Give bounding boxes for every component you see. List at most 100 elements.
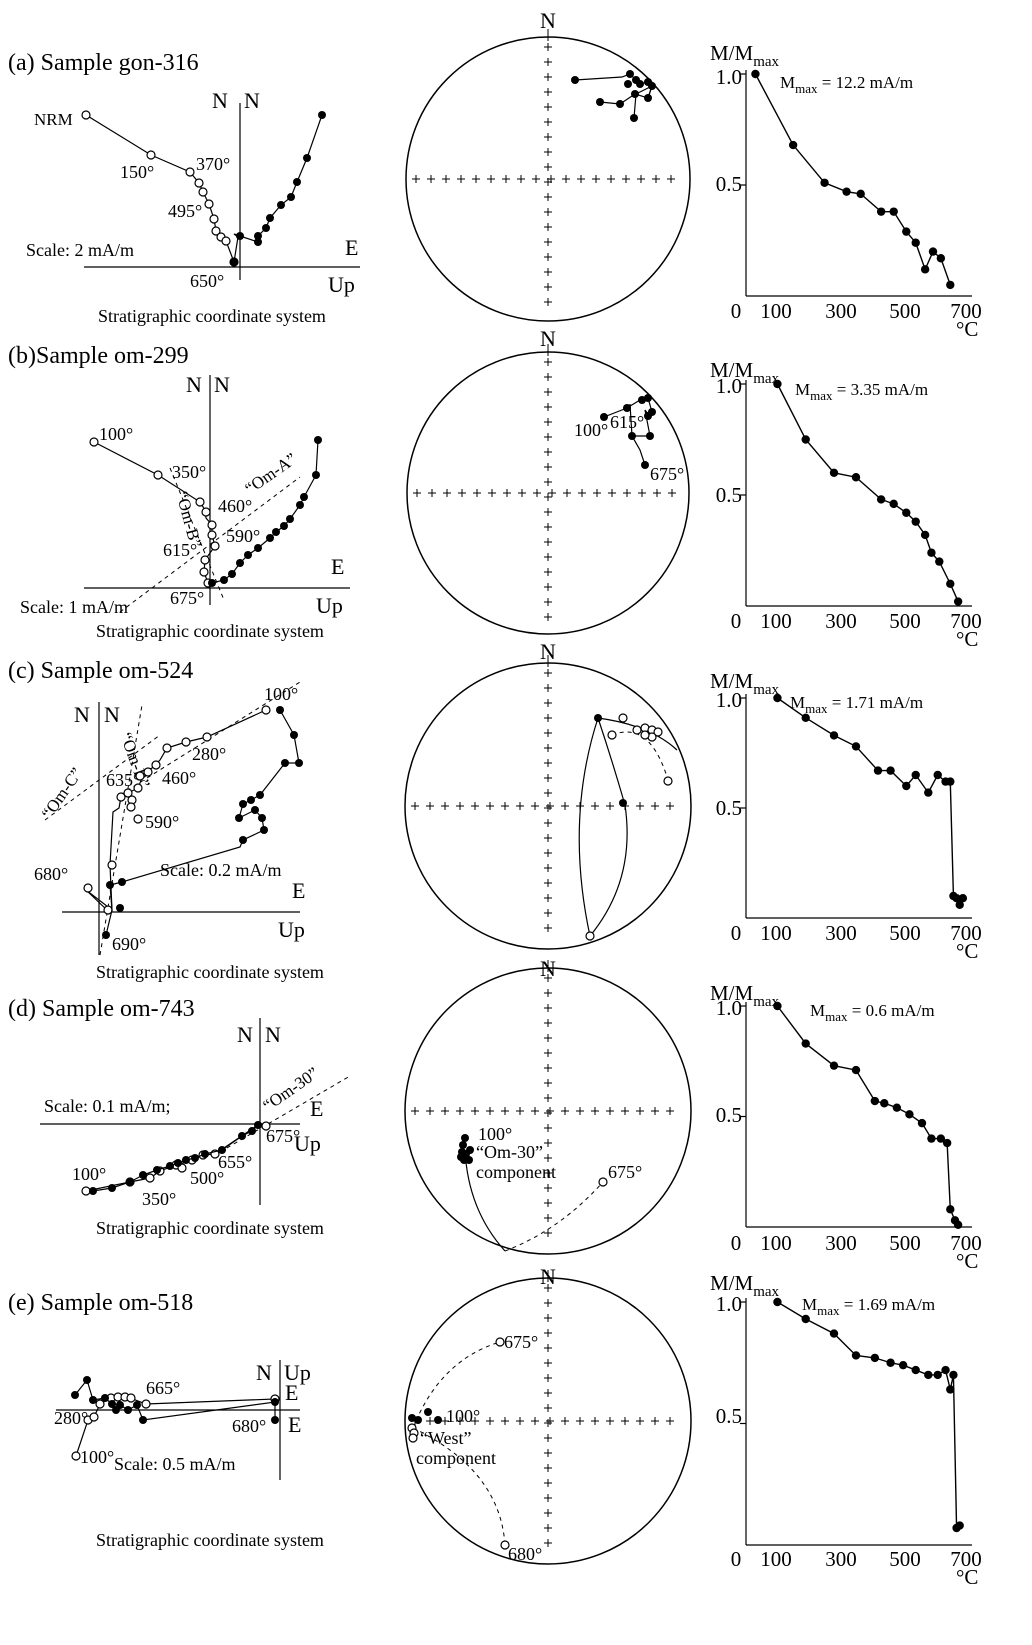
demag-data-point	[941, 1365, 950, 1375]
stereo-points	[600, 394, 656, 469]
stereo-axis-tick	[562, 175, 570, 183]
stereo-axis-tick	[544, 1479, 552, 1487]
stereo-axis-tick	[544, 433, 552, 441]
demag-data-point	[829, 468, 839, 477]
stereo-axis-tick	[544, 163, 552, 171]
stereo-axis-tick	[666, 802, 674, 810]
stereo-axis-tick	[501, 1417, 509, 1425]
demag-data-point	[920, 265, 930, 274]
stereo-axis-tick	[544, 1344, 552, 1352]
demag-data-point	[902, 227, 911, 236]
zij-temp-label: 100°	[72, 1164, 106, 1184]
stereo-great-circle	[589, 717, 628, 937]
stereo-axis-tick	[544, 538, 552, 546]
demag-data-point	[876, 207, 886, 216]
stereo-axis-tick	[544, 1199, 552, 1207]
zij-axis-n2: N	[214, 372, 230, 397]
stereo-axis-tick	[548, 489, 556, 497]
demag-data-point	[953, 1220, 963, 1229]
demag-ytick: 1.0	[716, 996, 742, 1020]
stereo-axis-tick	[651, 1417, 659, 1425]
stereo-axis-tick	[544, 43, 552, 51]
demag-ytick: 0.5	[716, 1103, 742, 1127]
demag-xtick: 500	[889, 299, 921, 323]
stereo-points-filled	[594, 714, 627, 807]
demag-data-point	[911, 517, 920, 526]
stereo-north: N	[540, 8, 556, 33]
stereo-axis-tick	[544, 283, 552, 291]
stereo-axis-tick	[623, 489, 631, 497]
stereo-points-filled	[457, 1134, 474, 1164]
stereo-axis-tick	[544, 744, 552, 752]
zij-temp-label: 370°	[196, 154, 230, 174]
demag-data-point	[902, 781, 911, 791]
stereo-axis-tick	[458, 489, 466, 497]
stereo-axis-tick	[592, 175, 600, 183]
stereo-axis-tick	[544, 133, 552, 141]
stereo-axis-tick	[486, 1107, 494, 1115]
stereo-temp-label: 615°	[610, 412, 644, 432]
demag-xtick: 500	[889, 921, 921, 945]
demag-series-line	[777, 1301, 961, 1530]
stereo-axis-tick	[544, 88, 552, 96]
stereo-axis-tick	[544, 463, 552, 471]
stereo-axis-tick	[544, 1139, 552, 1147]
zij-axis-n2: Up	[284, 1360, 311, 1385]
stereo-axis-tick	[544, 849, 552, 857]
demag-plot: M/Mmax Mmax = 12.2 mA/m 1.0 0.5 0 100 30…	[710, 41, 982, 341]
stereo-axis-tick	[576, 1417, 584, 1425]
stereo-axis-tick	[544, 684, 552, 692]
stereo-axis-tick	[544, 148, 552, 156]
zij-temp-label: 690°	[112, 934, 146, 954]
stereo-axis-tick	[561, 1107, 569, 1115]
demag-xtick: 100	[760, 1547, 792, 1571]
stereo-points-filled	[408, 1408, 442, 1424]
demag-xunit: °C	[956, 627, 978, 651]
zij-temp-label: 460°	[218, 496, 252, 516]
panel-label: (d) Sample om-743	[8, 996, 195, 1022]
stereo-path	[574, 73, 653, 105]
horizontal-projection-points	[89, 437, 220, 588]
stereo-axis-tick	[531, 1107, 539, 1115]
demag-series-line	[777, 697, 964, 907]
stereo-axis-tick	[412, 175, 420, 183]
demag-xtick: 500	[889, 1231, 921, 1255]
zij-scale: Scale: 0.1 mA/m;	[44, 1096, 170, 1116]
stereo-axis-tick	[544, 118, 552, 126]
stereo-small-circle	[504, 1181, 604, 1252]
stereo-axis-tick	[622, 175, 630, 183]
demag-ylabel: M/Mmax	[710, 669, 780, 698]
stereo-axis-tick	[653, 489, 661, 497]
stereo-axis-tick	[561, 1417, 569, 1425]
zij-temp-label: 680°	[34, 864, 68, 884]
demag-ylabel: M/Mmax	[710, 41, 780, 70]
stereo-axis-tick	[544, 974, 552, 982]
demag-ytick: 0.5	[716, 172, 742, 196]
stereo-axis-tick	[544, 298, 552, 306]
demag-xtick: 700	[950, 921, 982, 945]
stereo-great-circle	[578, 717, 599, 937]
panel-label: (e) Sample om-518	[8, 1290, 193, 1316]
stereo-axis-tick	[487, 175, 495, 183]
zijderveld-plot: N N E Up Scale: 0.1 mA/m; Stratigraphic …	[40, 1018, 351, 1238]
demag-data-point	[911, 1365, 920, 1375]
vertical-projection-points	[230, 111, 326, 266]
zij-axis-e: E	[331, 554, 344, 579]
stereo-axis-tick	[544, 1299, 552, 1307]
zij-coord-label: Stratigraphic coordinate system	[98, 306, 326, 326]
demag-data-point	[927, 1134, 936, 1143]
stereo-axis-tick	[546, 1417, 554, 1425]
demag-data-point	[936, 254, 946, 263]
stereo-axis-tick	[546, 802, 554, 810]
demag-data-point	[829, 1329, 839, 1338]
demag-data-point	[870, 1096, 880, 1106]
stereo-axis-tick	[544, 879, 552, 887]
demag-data-point	[870, 1353, 880, 1363]
zijderveld-plot: N N E Up Scale: 1 mA/m Stratigraphic coo…	[20, 372, 350, 641]
stereo-axis-tick	[544, 699, 552, 707]
demag-data-point	[801, 1314, 810, 1324]
demag-data-point	[773, 1001, 782, 1011]
stereo-axis-tick	[668, 489, 676, 497]
stereo-axis-tick	[471, 1107, 479, 1115]
demag-ytick: 1.0	[716, 688, 742, 712]
